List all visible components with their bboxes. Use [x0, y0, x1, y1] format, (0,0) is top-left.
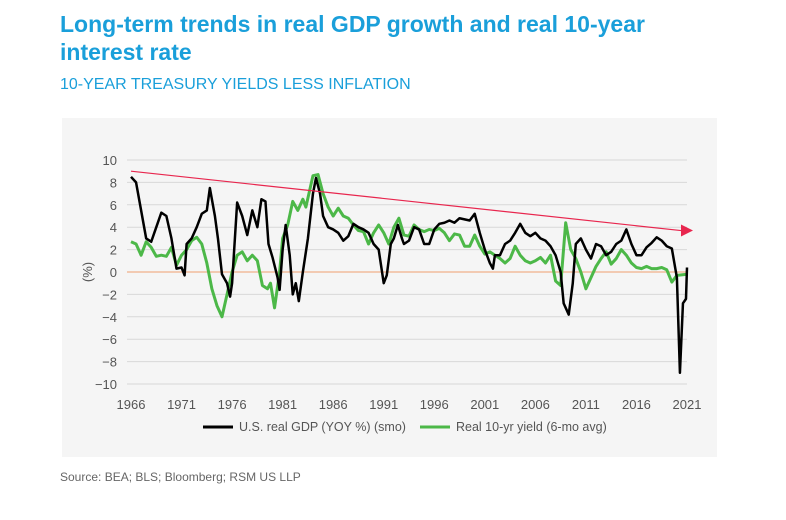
x-tick-label: 1966 [117, 397, 146, 412]
chart-title: Long-term trends in real GDP growth and … [60, 11, 645, 65]
y-tick-label: −6 [102, 332, 117, 347]
x-tick-label: 2021 [673, 397, 702, 412]
x-tick-label: 2001 [470, 397, 499, 412]
y-tick-label: 2 [110, 243, 117, 258]
x-tick-label: 2011 [572, 397, 600, 412]
x-tick-label: 2016 [622, 397, 651, 412]
x-tick-label: 1971 [167, 397, 196, 412]
series-line-gdp [130, 175, 689, 375]
y-axis-label: (%) [80, 262, 95, 282]
chart-subtitle: 10-YEAR TREASURY YIELDS LESS INFLATION [60, 76, 411, 93]
y-tick-label: −10 [95, 377, 117, 392]
trend-arrow-head [681, 224, 693, 237]
series-line-real-yield [130, 173, 688, 319]
x-tick-label: 1976 [218, 397, 247, 412]
legend-label: Real 10-yr yield (6-mo avg) [456, 420, 607, 434]
x-tick-label: 1986 [319, 397, 348, 412]
y-tick-label: 4 [110, 220, 117, 235]
y-tick-label: −2 [102, 287, 117, 302]
y-tick-label: −4 [102, 310, 117, 325]
y-tick-label: 6 [110, 198, 117, 213]
chart-panel [62, 118, 717, 457]
legend-label: U.S. real GDP (YOY %) (smo) [239, 420, 406, 434]
y-tick-label: 8 [110, 175, 117, 190]
y-tick-label: 0 [110, 265, 117, 280]
x-tick-label: 1991 [369, 397, 398, 412]
y-tick-label: −8 [102, 355, 117, 370]
trend-arrow-line [130, 170, 682, 232]
source-note: Source: BEA; BLS; Bloomberg; RSM US LLP [60, 470, 301, 484]
y-tick-label: 10 [103, 153, 117, 168]
x-tick-label: 1981 [268, 397, 297, 412]
x-tick-label: 2006 [521, 397, 550, 412]
x-tick-label: 1996 [420, 397, 449, 412]
